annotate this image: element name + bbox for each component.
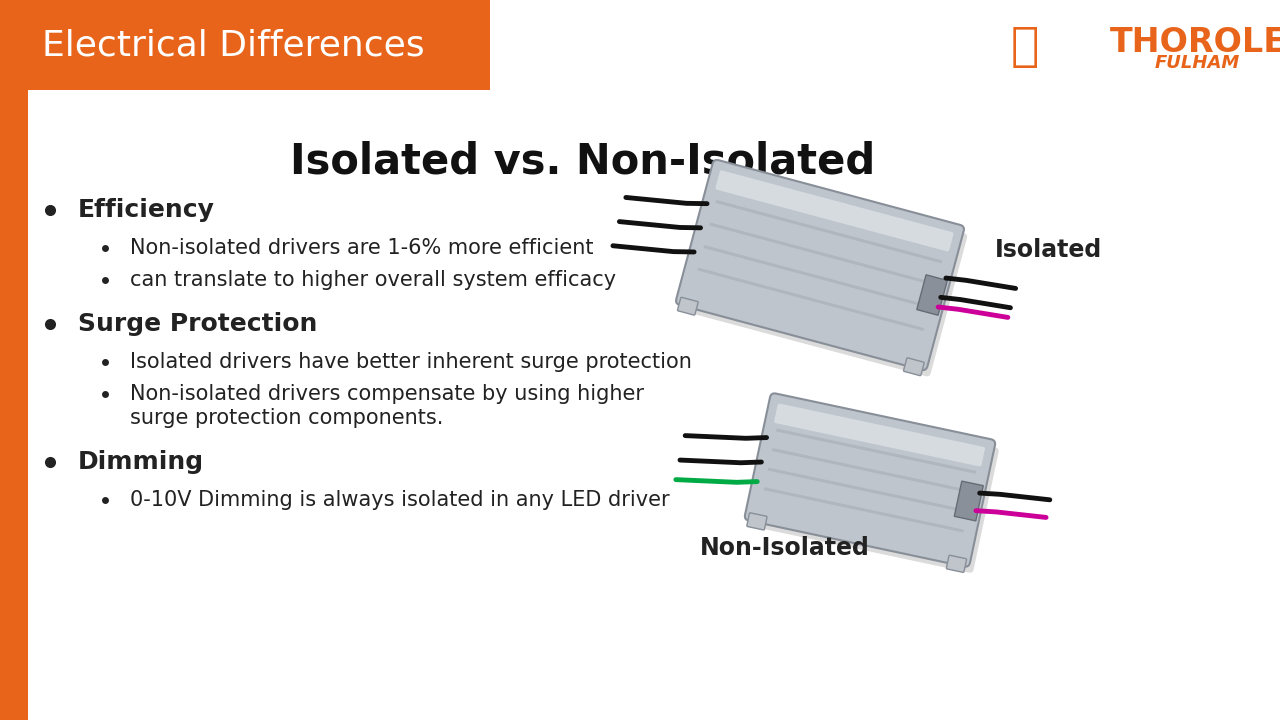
FancyBboxPatch shape	[904, 358, 924, 376]
Text: Surge Protection: Surge Protection	[78, 312, 317, 336]
FancyBboxPatch shape	[955, 481, 983, 521]
FancyBboxPatch shape	[0, 0, 470, 90]
FancyBboxPatch shape	[946, 555, 966, 572]
Text: Non-isolated drivers compensate by using higher: Non-isolated drivers compensate by using…	[131, 384, 644, 404]
FancyBboxPatch shape	[709, 222, 936, 286]
FancyBboxPatch shape	[681, 168, 968, 377]
Text: Isolated vs. Non-Isolated: Isolated vs. Non-Isolated	[291, 141, 876, 183]
Text: Electrical Differences: Electrical Differences	[42, 28, 425, 62]
Text: THOROLED: THOROLED	[1110, 25, 1280, 58]
Text: Isolated drivers have better inherent surge protection: Isolated drivers have better inherent su…	[131, 352, 692, 372]
FancyBboxPatch shape	[764, 487, 964, 533]
FancyBboxPatch shape	[746, 513, 767, 530]
Text: 🐎: 🐎	[1011, 25, 1039, 71]
Text: Isolated: Isolated	[995, 238, 1102, 262]
FancyBboxPatch shape	[750, 402, 998, 572]
Text: Dimming: Dimming	[78, 450, 204, 474]
Text: surge protection components.: surge protection components.	[131, 408, 443, 428]
FancyBboxPatch shape	[677, 297, 698, 315]
FancyBboxPatch shape	[776, 428, 977, 474]
Bar	[0, 0, 28, 720]
Text: Non-Isolated: Non-Isolated	[700, 536, 870, 560]
Text: can translate to higher overall system efficacy: can translate to higher overall system e…	[131, 270, 616, 290]
Bar	[0, 0, 490, 90]
FancyBboxPatch shape	[716, 200, 942, 264]
Text: FULHAM: FULHAM	[1155, 54, 1240, 72]
Text: Non-isolated drivers are 1-6% more efficient: Non-isolated drivers are 1-6% more effic…	[131, 238, 594, 258]
FancyBboxPatch shape	[698, 268, 924, 331]
FancyBboxPatch shape	[745, 393, 995, 567]
FancyBboxPatch shape	[676, 160, 964, 370]
FancyBboxPatch shape	[704, 245, 931, 308]
FancyBboxPatch shape	[772, 448, 972, 493]
FancyBboxPatch shape	[916, 275, 947, 315]
Text: Efficiency: Efficiency	[78, 198, 215, 222]
FancyBboxPatch shape	[774, 403, 986, 467]
FancyBboxPatch shape	[716, 171, 954, 251]
Text: 0-10V Dimming is always isolated in any LED driver: 0-10V Dimming is always isolated in any …	[131, 490, 669, 510]
FancyBboxPatch shape	[768, 467, 968, 513]
